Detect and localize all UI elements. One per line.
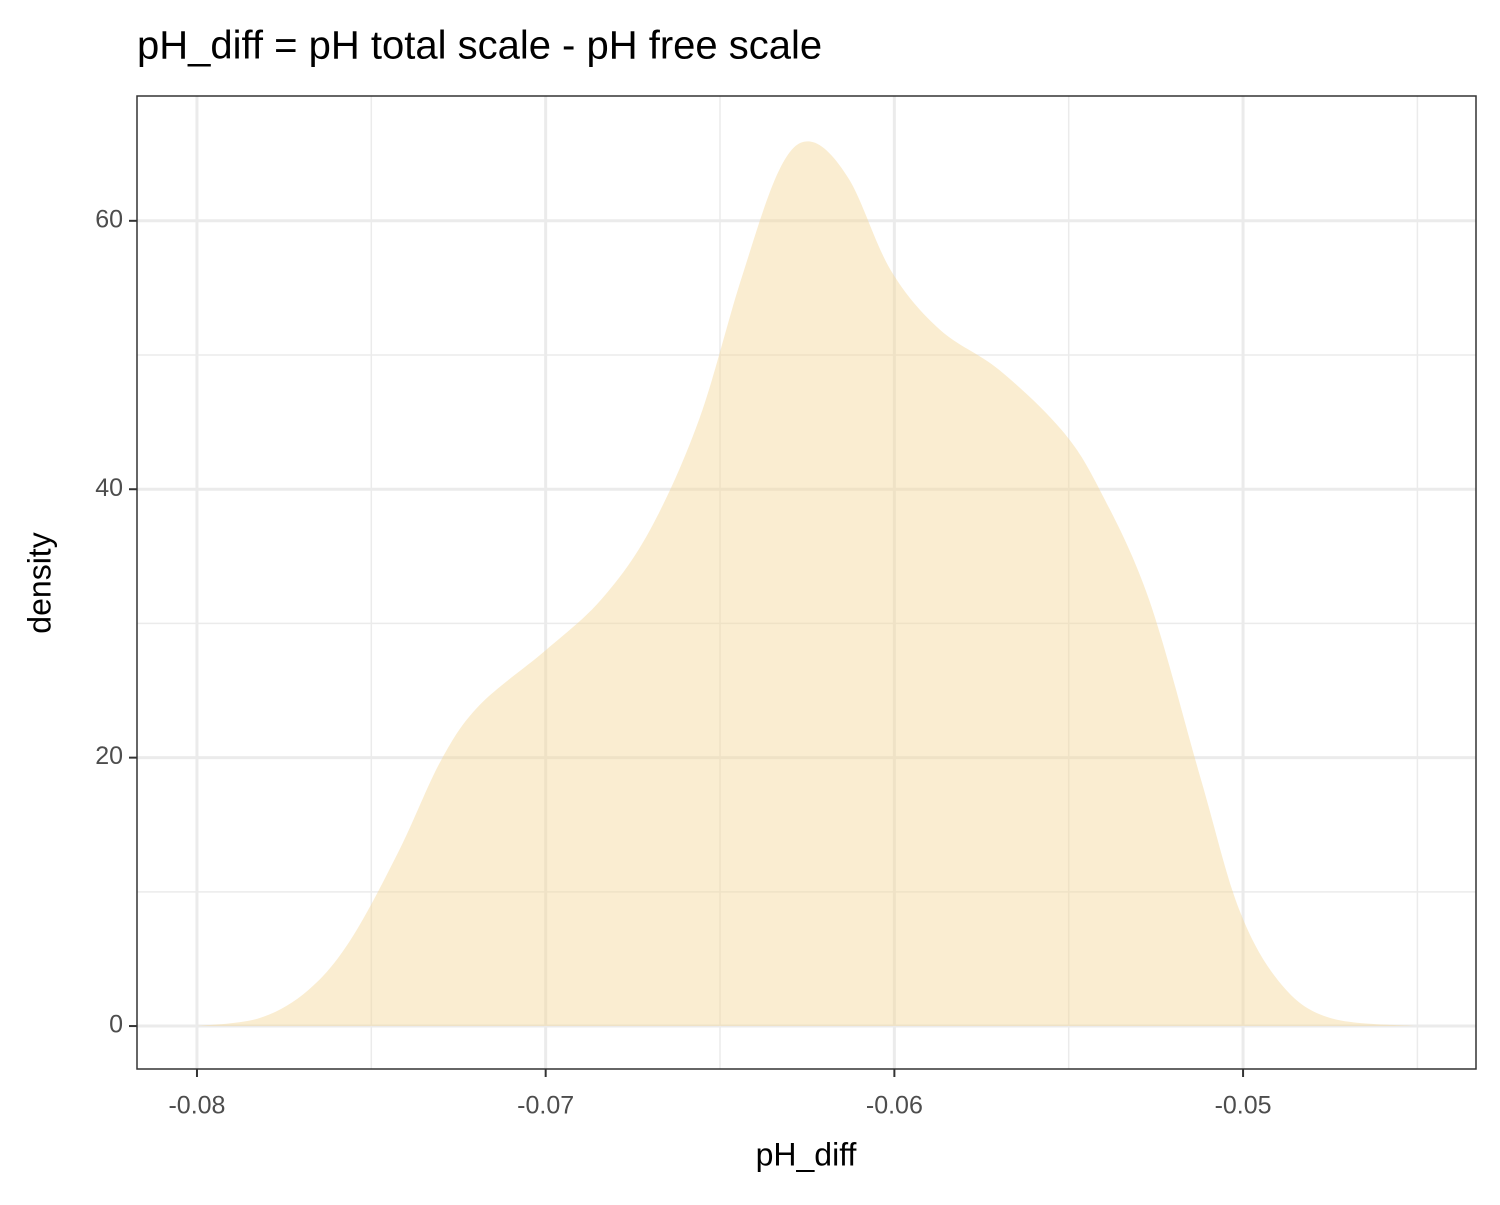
chart-title: pH_diff = pH total scale - pH free scale	[137, 24, 822, 68]
y-axis-label: density	[21, 532, 57, 633]
x-tick-label: -0.05	[1215, 1092, 1272, 1120]
y-tick-label: 40	[95, 474, 123, 502]
density-area	[196, 141, 1414, 1027]
panel	[137, 96, 1476, 1069]
y-tick-label: 20	[95, 742, 123, 770]
y-tick-label: 60	[95, 205, 123, 233]
x-tick-label: -0.08	[168, 1092, 225, 1120]
y-tick-label: 0	[109, 1011, 123, 1039]
x-tick-label: -0.07	[517, 1092, 574, 1120]
panel-border	[136, 95, 1477, 1070]
x-tick-label: -0.06	[866, 1092, 923, 1120]
x-axis-label: pH_diff	[756, 1136, 857, 1172]
